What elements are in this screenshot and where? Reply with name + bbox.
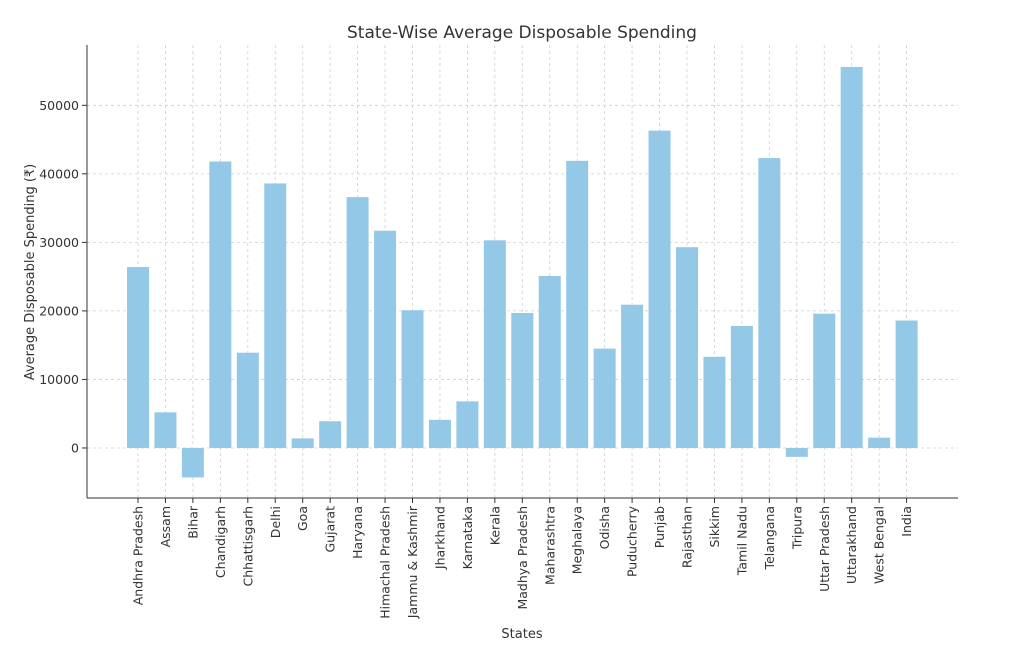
bar [209, 161, 232, 448]
bar [374, 230, 397, 448]
bar [703, 356, 726, 448]
bar [127, 267, 149, 448]
x-tick-label: West Bengal [872, 506, 887, 584]
bar [566, 160, 589, 448]
bar [401, 310, 424, 448]
x-tick-label: Jharkhand [432, 506, 447, 570]
bar [538, 275, 561, 448]
x-tick-label: Himachal Pradesh [378, 506, 393, 619]
x-tick-label: Chandigarh [213, 506, 228, 578]
bar [154, 412, 177, 448]
x-tick-label: Maharashtra [542, 506, 557, 585]
bar [593, 348, 616, 448]
x-tick-label: Sikkim [707, 506, 722, 548]
bar [868, 437, 891, 448]
bar [511, 312, 534, 448]
y-ticks: 0 10000 20000 30000 40000 50000 [39, 98, 87, 455]
x-tick-label: Bihar [185, 505, 200, 539]
y-tick-label: 0 [71, 440, 79, 455]
y-tick-label: 50000 [39, 98, 79, 113]
bar [758, 158, 781, 448]
bar [428, 419, 451, 448]
x-tick-label: Odisha [597, 506, 612, 549]
bar [346, 197, 369, 448]
x-ticks: Andhra Pradesh Assam Bihar Chandigarh Chhatt… [131, 498, 914, 619]
y-tick-label: 10000 [39, 372, 79, 387]
grid [87, 45, 958, 498]
y-tick-label: 30000 [39, 235, 79, 250]
x-tick-label: Madhya Pradesh [515, 506, 530, 610]
x-tick-label: Assam [158, 506, 173, 547]
x-tick-label: Kerala [487, 506, 502, 545]
x-axis-label: States [501, 627, 542, 642]
x-tick-label: Puducherry [625, 505, 640, 577]
x-tick-label: India [899, 506, 914, 537]
bar [840, 66, 863, 448]
chart-title: State-Wise Average Disposable Spending [347, 23, 697, 43]
x-tick-label: Telangana [762, 506, 777, 570]
x-tick-label: Chhattisgarh [240, 506, 255, 586]
x-tick-label: Karnataka [460, 506, 475, 569]
x-tick-label: Andhra Pradesh [131, 506, 146, 605]
x-tick-label: Tamil Nadu [734, 506, 749, 576]
bar [264, 183, 287, 448]
x-tick-label: Delhi [268, 506, 283, 538]
y-tick-label: 40000 [39, 166, 79, 181]
x-tick-label: Uttarakhand [844, 506, 859, 584]
bar [676, 247, 698, 448]
bar [621, 304, 644, 448]
bar [895, 320, 918, 448]
bar [813, 313, 836, 448]
y-axis-label: Average Disposable Spending (₹) [23, 164, 38, 381]
x-tick-label: Haryana [350, 506, 365, 559]
bar [648, 130, 671, 448]
bars [127, 66, 918, 478]
bar [319, 421, 342, 448]
bar [236, 352, 259, 448]
bar [730, 325, 753, 448]
x-tick-label: Uttar Pradesh [817, 506, 832, 592]
bar [456, 401, 479, 448]
x-tick-label: Punjab [652, 506, 667, 548]
bar [483, 240, 506, 448]
x-tick-label: Goa [295, 506, 310, 531]
x-tick-label: Tripura [789, 506, 804, 550]
bar [785, 447, 808, 457]
bar [181, 447, 204, 478]
bar [291, 438, 314, 448]
x-tick-label: Rajasthan [680, 506, 695, 568]
x-tick-label: Meghalaya [570, 506, 585, 574]
x-tick-label: Jammu & Kashmir [405, 505, 420, 619]
y-tick-label: 20000 [39, 303, 79, 318]
x-tick-label: Gujarat [323, 506, 338, 553]
